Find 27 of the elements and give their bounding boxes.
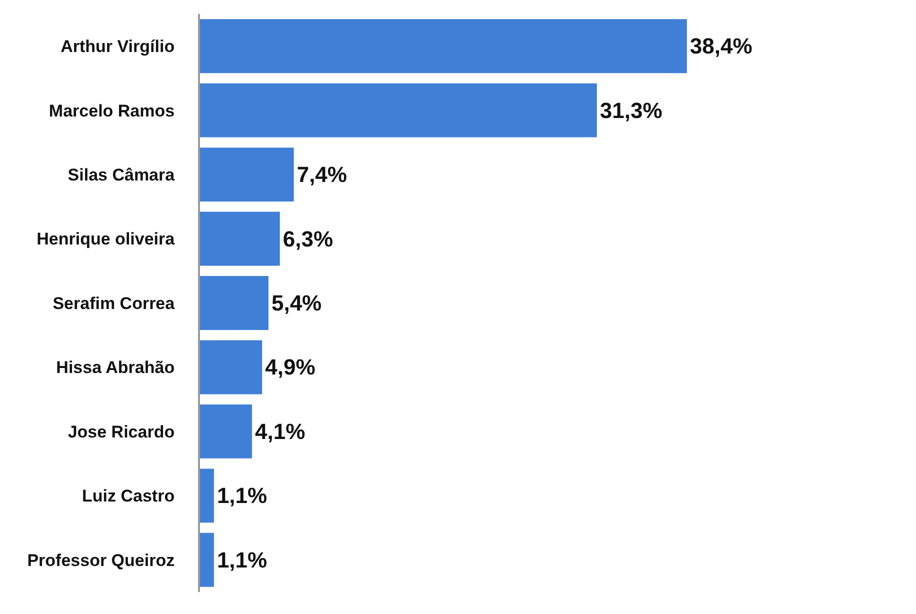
y-tick-label: Henrique oliveira <box>36 230 176 249</box>
data-label: 38,4% <box>690 34 752 59</box>
data-label: 6,3% <box>282 226 334 252</box>
data-label: 7,4% <box>296 162 347 188</box>
y-tick-label: Marcelo Ramos <box>48 101 175 120</box>
y-tick-label: Professor Queiroz <box>27 550 175 570</box>
bar <box>200 532 214 587</box>
bar <box>200 276 268 330</box>
bar <box>200 19 687 74</box>
data-label: 31,3% <box>600 98 662 123</box>
y-tick-label: Serafim Correa <box>52 294 176 313</box>
data-label: 4,1% <box>254 418 306 444</box>
y-tick-label: Jose Ricardo <box>68 422 175 442</box>
bar <box>200 148 294 202</box>
data-label: 1,1% <box>216 483 268 508</box>
bar <box>200 404 252 458</box>
data-label: 1,1% <box>216 547 268 572</box>
bar <box>200 340 262 394</box>
y-tick-label: Luiz Castro <box>82 486 175 506</box>
bar <box>200 83 597 138</box>
y-tick-label: Silas Câmara <box>68 166 176 185</box>
y-tick-label: Hissa Abrahão <box>56 358 175 378</box>
data-label: 5,4% <box>271 290 322 316</box>
y-tick-label: Arthur Virgílio <box>60 37 175 56</box>
data-label: 4,9% <box>265 354 316 380</box>
bar <box>200 212 280 266</box>
bar <box>200 468 214 523</box>
